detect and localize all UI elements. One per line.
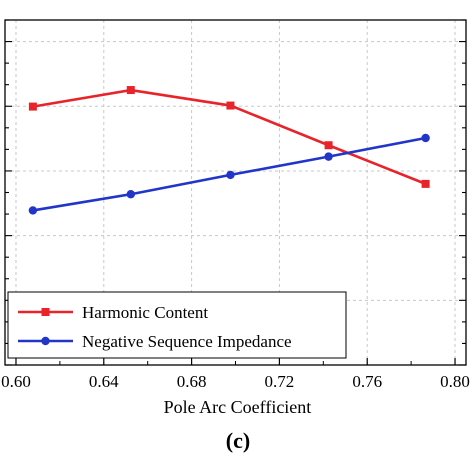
series-layer xyxy=(28,86,430,215)
legend-marker-circle xyxy=(41,336,50,346)
legend-label: Negative Sequence Impedance xyxy=(82,332,292,351)
x-tick-label: 0.64 xyxy=(89,372,119,391)
data-point-circle xyxy=(324,152,333,161)
data-point-square xyxy=(421,179,430,188)
panel-label: (c) xyxy=(226,428,250,453)
x-tick-labels: 0.60 0.64 0.68 0.72 0.76 0.80 xyxy=(1,372,470,391)
data-point-circle xyxy=(126,190,135,199)
data-point-circle xyxy=(28,206,38,215)
x-tick-label: 0.76 xyxy=(352,372,382,391)
x-axis-title: Pole Arc Coefficient xyxy=(164,397,312,417)
data-point-square xyxy=(126,86,135,95)
legend-item: Harmonic Content xyxy=(18,303,208,322)
axis-ticks xyxy=(5,19,466,366)
legend-label: Harmonic Content xyxy=(82,303,208,322)
data-point-circle xyxy=(421,133,430,143)
legend-item: Negative Sequence Impedance xyxy=(18,332,292,351)
data-point-square xyxy=(28,102,37,111)
legend-marker-square xyxy=(41,308,50,316)
x-tick-label: 0.68 xyxy=(177,372,207,391)
x-tick-label: 0.80 xyxy=(440,372,470,391)
data-point-square xyxy=(226,101,235,110)
data-point-square xyxy=(324,141,333,150)
series-negative-sequence-impedance xyxy=(28,133,430,215)
x-tick-label: 0.72 xyxy=(265,372,295,391)
legend-box xyxy=(7,291,347,359)
legend: Harmonic Content Negative Sequence Impeda… xyxy=(7,291,347,359)
series-harmonic-content xyxy=(28,86,430,188)
x-tick-label: 0.60 xyxy=(1,372,31,391)
data-point-circle xyxy=(226,170,235,180)
